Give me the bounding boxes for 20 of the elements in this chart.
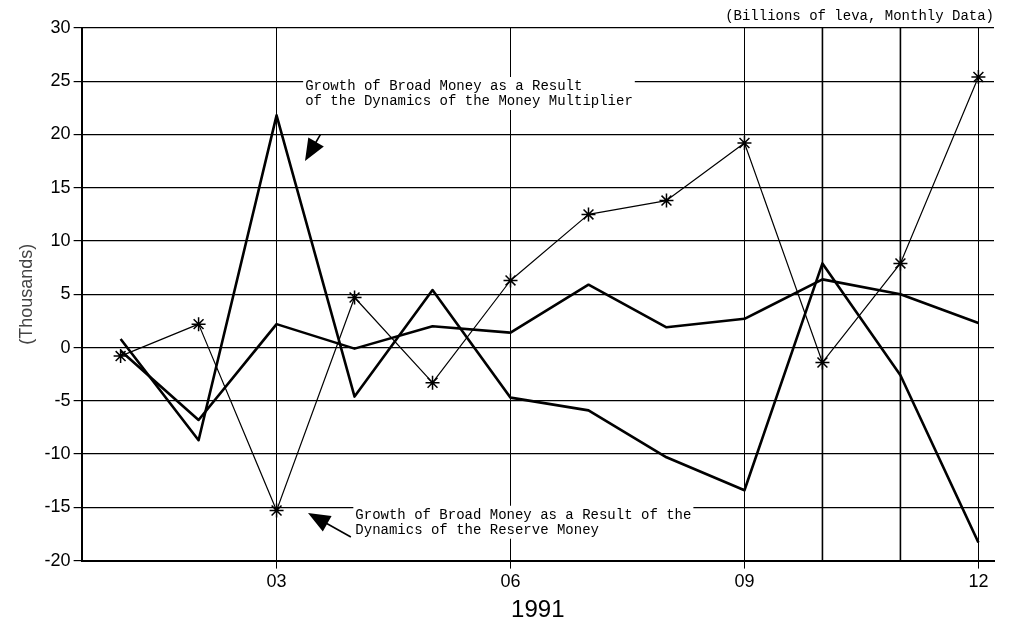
x-tick-label: 12 [968,571,989,592]
y-tick-label: -5 [54,389,71,410]
y-tick-label: 0 [60,336,71,357]
y-tick-label: 5 [60,283,71,304]
x-tick-label: 09 [734,571,755,592]
y-tick-label: -20 [44,549,71,570]
x-tick-label: 06 [500,571,521,592]
y-tick-label: 30 [50,16,71,37]
annotation: Growth of Broad Money as a Result of the Dynamics of the Money Multiplier [305,77,633,109]
y-tick-label: 15 [50,176,71,197]
y-tick-label: -15 [44,496,71,517]
annotation: Growth of Broad Money as a Result of the Dynamics of the Reserve Money [355,506,692,538]
y-tick-label: -10 [44,443,71,464]
y-tick-label: 20 [50,123,71,144]
y-tick-label: 25 [50,70,71,91]
x-axis-title: 1991 [511,595,565,623]
x-tick-label: 03 [266,571,287,592]
y-axis-title: (Thousands) [15,243,36,345]
y-tick-label: 10 [50,230,71,251]
chart-subtitle: (Billions of leva, Monthly Data) [725,8,994,24]
